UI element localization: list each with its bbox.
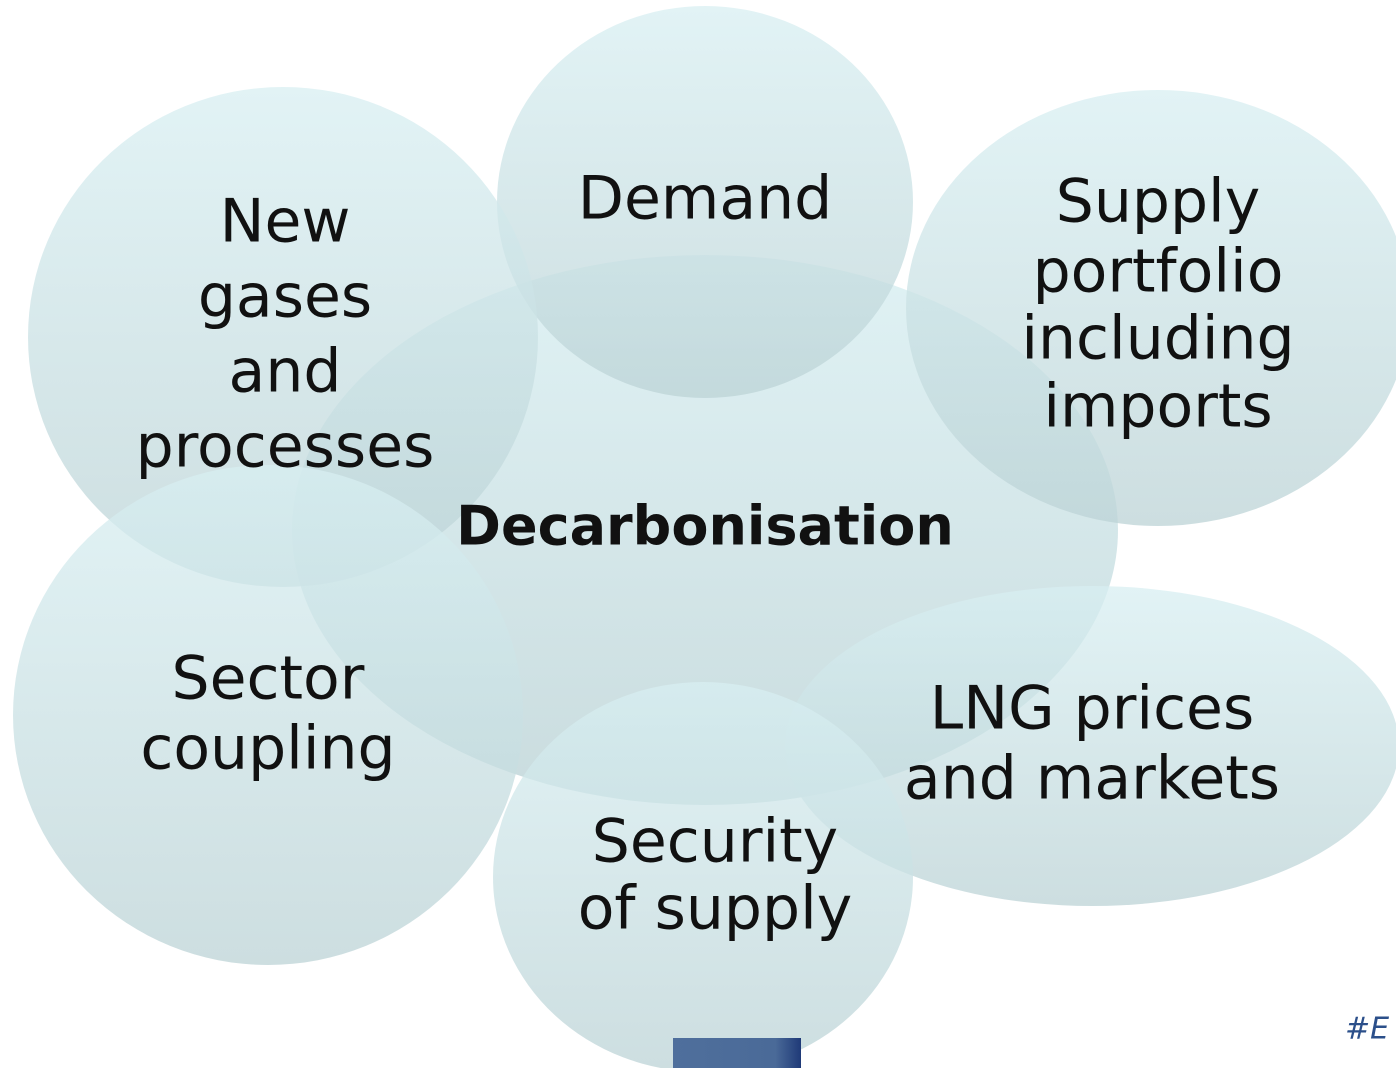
- node-ellipse: [906, 90, 1396, 526]
- footer-tag: #E: [1345, 1012, 1389, 1047]
- node-label: including: [1021, 304, 1294, 374]
- node-label: and markets: [904, 744, 1280, 814]
- footer-bar: [673, 1038, 801, 1068]
- node-ellipse: [13, 465, 523, 965]
- node-label: New: [220, 187, 351, 257]
- circles: [13, 6, 1396, 1068]
- node-ellipse: [785, 586, 1396, 906]
- node-label: gases: [198, 262, 372, 332]
- node-label: Security: [592, 807, 838, 877]
- node-ellipse: [28, 87, 538, 587]
- node-label: coupling: [140, 714, 395, 784]
- node-label: Supply: [1056, 167, 1260, 237]
- node-ellipse: [493, 682, 913, 1068]
- node-label: Sector: [172, 644, 365, 714]
- node-label: LNG prices: [930, 674, 1254, 744]
- node-label: processes: [136, 412, 435, 482]
- node-label: of supply: [578, 874, 853, 944]
- node-label: imports: [1043, 372, 1272, 442]
- node-label: portfolio: [1033, 237, 1284, 307]
- node-label: Demand: [578, 164, 832, 234]
- center-label: Decarbonisation: [456, 495, 954, 558]
- node-label: and: [229, 337, 342, 407]
- node-ellipse: [497, 6, 913, 398]
